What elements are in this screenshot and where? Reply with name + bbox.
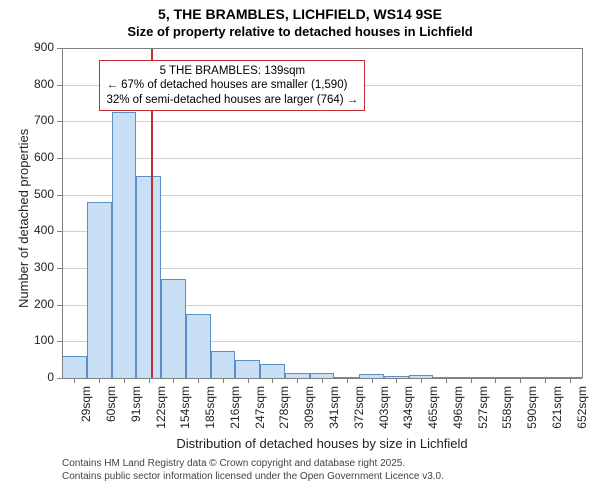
credit-line1: Contains HM Land Registry data © Crown c… [62, 458, 444, 471]
credit-line2: Contains public sector information licen… [62, 471, 444, 484]
x-tick-label: 621sqm [550, 386, 564, 436]
y-tick-label: 900 [14, 40, 54, 54]
histogram-bar [136, 176, 161, 378]
axis-border [62, 378, 582, 379]
x-tick-label: 185sqm [203, 386, 217, 436]
title-line2: Size of property relative to detached ho… [0, 24, 600, 40]
y-tick-label: 700 [14, 113, 54, 127]
grid-line [62, 121, 582, 122]
chart-title: 5, THE BRAMBLES, LICHFIELD, WS14 9SE Siz… [0, 0, 600, 40]
x-tick-label: 247sqm [253, 386, 267, 436]
credit-text: Contains HM Land Registry data © Crown c… [62, 458, 444, 483]
annotation-line1: 5 THE BRAMBLES: 139sqm [106, 64, 358, 78]
histogram-bar [87, 202, 112, 378]
annotation-box: 5 THE BRAMBLES: 139sqm← 67% of detached … [99, 60, 365, 111]
x-tick-label: 590sqm [525, 386, 539, 436]
y-tick-label: 400 [14, 223, 54, 237]
x-axis-title: Distribution of detached houses by size … [62, 436, 582, 451]
histogram-bar [235, 360, 260, 378]
axis-border [62, 48, 63, 378]
x-tick-label: 154sqm [178, 386, 192, 436]
histogram-bar [186, 314, 211, 378]
histogram-bar [161, 279, 186, 378]
x-tick-label: 465sqm [426, 386, 440, 436]
y-tick-label: 100 [14, 333, 54, 347]
x-tick-label: 403sqm [377, 386, 391, 436]
title-line1: 5, THE BRAMBLES, LICHFIELD, WS14 9SE [0, 6, 600, 24]
annotation-line3: 32% of semi-detached houses are larger (… [106, 93, 358, 107]
x-tick-label: 60sqm [104, 386, 118, 436]
axis-border [582, 48, 583, 378]
histogram-bar [211, 351, 236, 379]
y-tick-label: 800 [14, 77, 54, 91]
x-tick-label: 216sqm [228, 386, 242, 436]
histogram-bar [112, 112, 137, 378]
x-tick-label: 372sqm [352, 386, 366, 436]
x-tick-label: 278sqm [277, 386, 291, 436]
grid-line [62, 158, 582, 159]
x-tick-label: 652sqm [575, 386, 589, 436]
x-tick-label: 29sqm [79, 386, 93, 436]
y-tick-label: 200 [14, 297, 54, 311]
x-tick-label: 341sqm [327, 386, 341, 436]
histogram-bar [62, 356, 87, 378]
x-tick-label: 434sqm [401, 386, 415, 436]
y-tick-label: 300 [14, 260, 54, 274]
x-tick-label: 309sqm [302, 386, 316, 436]
axis-border [62, 48, 582, 49]
annotation-line2: ← 67% of detached houses are smaller (1,… [106, 78, 358, 92]
x-tick-label: 558sqm [500, 386, 514, 436]
y-tick-label: 0 [14, 370, 54, 384]
y-tick-label: 500 [14, 187, 54, 201]
x-tick-label: 527sqm [476, 386, 490, 436]
y-tick-label: 600 [14, 150, 54, 164]
x-tick-label: 496sqm [451, 386, 465, 436]
x-tick-label: 122sqm [154, 386, 168, 436]
x-tick-label: 91sqm [129, 386, 143, 436]
histogram-bar [260, 364, 285, 378]
